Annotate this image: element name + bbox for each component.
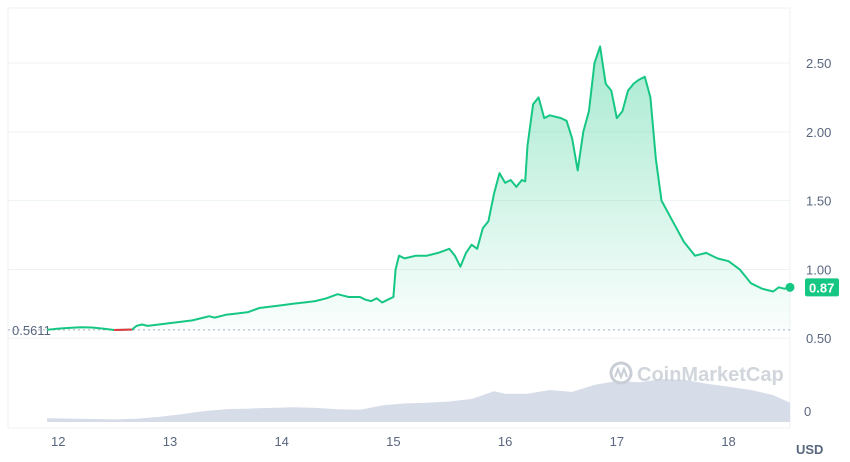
y-tick-label: 2.50: [806, 56, 831, 71]
y-tick-label: 1.50: [806, 194, 831, 209]
y-tick-label: 0.50: [806, 331, 831, 346]
plot-frame: [7, 7, 791, 429]
volume-axis-label: 0: [804, 404, 811, 419]
x-tick-label: 16: [498, 434, 512, 449]
current-price-tag: 0.87: [805, 278, 839, 297]
price-line: [47, 45, 791, 331]
current-price-dot: [785, 282, 795, 292]
x-tick-label: 14: [274, 434, 288, 449]
volume-area: [47, 379, 791, 422]
x-tick-label: 17: [610, 434, 624, 449]
x-axis: 12 13 14 15 16 17 18: [51, 434, 736, 449]
open-price-label: 0.5611: [12, 323, 51, 338]
price-area-fill: [47, 46, 791, 330]
watermark: CoinMarketCap: [609, 361, 784, 386]
current-price-tag-text: 0.87: [809, 280, 834, 295]
y-axis: 0.50 1.00 1.50 2.00 2.50: [806, 56, 831, 346]
x-tick-label: 12: [51, 434, 65, 449]
x-tick-label: 18: [721, 434, 735, 449]
coinmarketcap-logo-icon: [609, 361, 633, 385]
x-tick-label: 13: [163, 434, 177, 449]
currency-label: USD: [796, 442, 823, 457]
y-tick-label: 1.00: [806, 262, 831, 277]
current-price-tag-bg: [805, 278, 839, 297]
y-tick-label: 2.00: [806, 125, 831, 140]
x-tick-label: 15: [386, 434, 400, 449]
watermark-text: CoinMarketCap: [637, 364, 784, 386]
volume-bars: [47, 379, 791, 422]
